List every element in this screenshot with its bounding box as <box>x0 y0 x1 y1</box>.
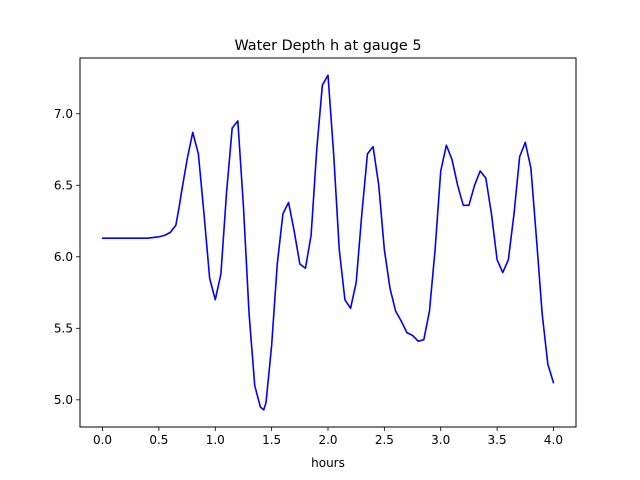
x-tick-label: 2.0 <box>318 433 337 447</box>
x-tick-label: 0.5 <box>149 433 168 447</box>
x-tick-label: 2.5 <box>375 433 394 447</box>
y-tick-label: 5.0 <box>54 393 73 407</box>
x-tick-label: 4.0 <box>544 433 563 447</box>
x-tick-label: 1.0 <box>206 433 225 447</box>
y-tick-label: 7.0 <box>54 107 73 121</box>
x-tick-label: 0.0 <box>93 433 112 447</box>
y-axis-ticks: 5.0 5.5 6.0 6.5 7.0 <box>54 107 80 407</box>
x-tick-label: 3.5 <box>488 433 507 447</box>
y-tick-label: 5.5 <box>54 322 73 336</box>
series-line <box>101 74 555 411</box>
x-tick-label: 3.0 <box>431 433 450 447</box>
x-axis-ticks: 0.0 0.5 1.0 1.5 2.0 2.5 3.0 3.5 4.0 <box>93 427 563 447</box>
y-tick-label: 6.5 <box>54 178 73 192</box>
x-axis-label: hours <box>311 456 345 470</box>
chart-title: Water Depth h at gauge 5 <box>234 38 421 54</box>
x-tick-label: 1.5 <box>262 433 281 447</box>
y-tick-label: 6.0 <box>54 250 73 264</box>
